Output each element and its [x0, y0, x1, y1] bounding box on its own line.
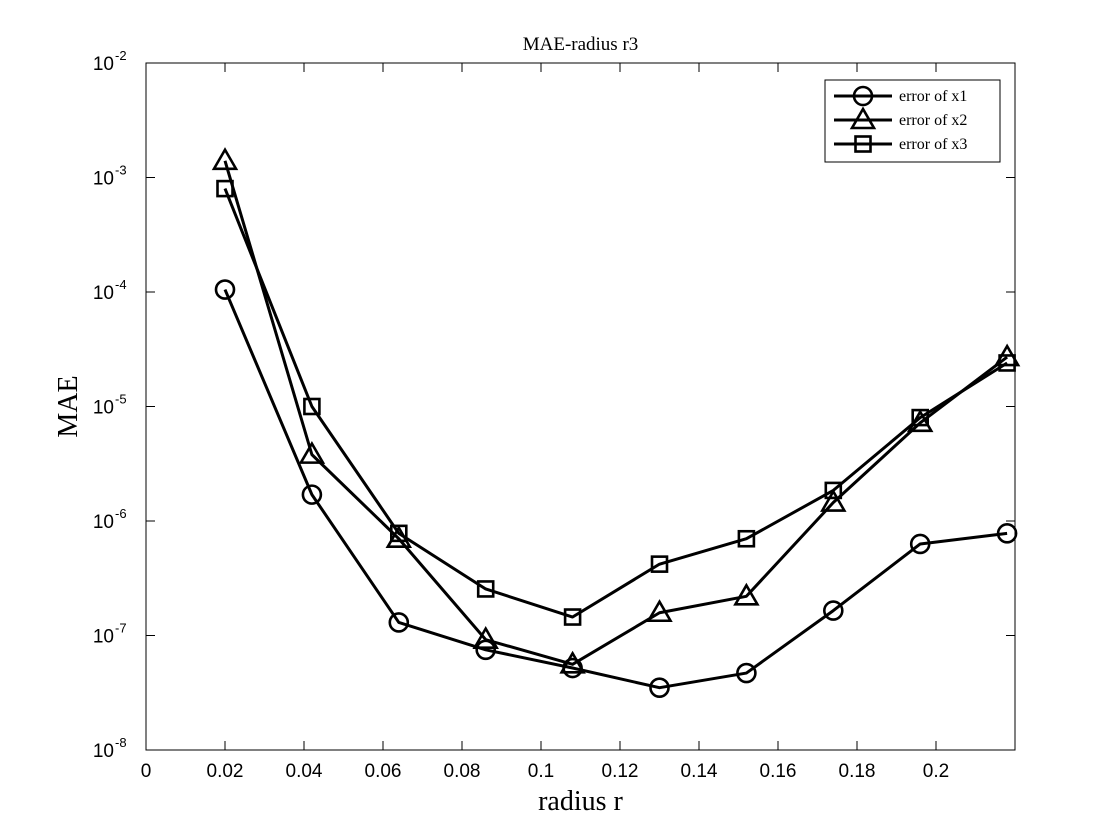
- x-tick-label: 0.04: [286, 761, 323, 782]
- y-tick-exponent: -4: [115, 277, 127, 292]
- series-3-point: [476, 580, 495, 598]
- series-2: [211, 147, 1021, 674]
- x-tick-label: 0.2: [923, 761, 949, 782]
- y-tick-exponent: -5: [115, 392, 127, 407]
- series-3-point: [216, 179, 234, 198]
- y-tick-base: 10: [93, 54, 114, 75]
- y-tick-base: 10: [93, 169, 114, 190]
- series-2-point: [559, 650, 586, 674]
- y-tick-label: 10 -8: [93, 735, 127, 762]
- legend-item: error of x2: [834, 106, 967, 130]
- series-3-point: [650, 555, 669, 573]
- y-tick-label: 10 -7: [93, 621, 127, 648]
- x-tick-label: 0.14: [681, 761, 718, 782]
- y-tick-base: 10: [93, 741, 114, 762]
- y-tick-exponent: -8: [115, 735, 127, 750]
- ticks-layer: 0 0.02 0.04 0.06 0.08 0.1 0.12 0.14 0.16 0.18 0.2 1…: [93, 48, 1015, 782]
- x-tick-label: 0.06: [365, 761, 402, 782]
- series-3-point: [389, 524, 408, 543]
- series-2-point: [820, 488, 847, 512]
- series-1-point: [649, 677, 670, 699]
- legend-item: error of x3: [834, 135, 967, 153]
- series-layer: [211, 147, 1021, 699]
- x-tick-label: 0.12: [602, 761, 639, 782]
- series-3-point: [737, 529, 756, 548]
- y-tick-base: 10: [93, 512, 114, 533]
- x-tick-label: 0.16: [760, 761, 797, 782]
- series-1: [214, 279, 1018, 699]
- y-tick-label: 10 -2: [93, 48, 127, 75]
- legend-item: error of x1: [834, 85, 967, 107]
- series-2-point: [646, 599, 673, 623]
- series-3-line: [223, 188, 1008, 619]
- series-2-point: [472, 626, 499, 649]
- series-2-point: [733, 582, 760, 606]
- series-1-point: [909, 533, 931, 555]
- legend-label: error of x3: [899, 136, 967, 153]
- x-tick-label: 0.02: [207, 761, 244, 782]
- series-1-point: [301, 484, 323, 505]
- y-tick-exponent: -7: [115, 621, 127, 636]
- series-3: [216, 179, 1016, 626]
- y-tick-label: 10 -5: [93, 392, 127, 419]
- legend-label: error of x2: [899, 112, 967, 129]
- series-3-point: [824, 481, 843, 500]
- legend-marker: [849, 106, 877, 130]
- y-tick-exponent: -2: [115, 48, 127, 63]
- y-tick-base: 10: [93, 283, 114, 304]
- series-3-point: [303, 397, 321, 416]
- series-1-point: [822, 600, 844, 621]
- series-1-point: [736, 662, 757, 684]
- x-tick-label: 0.08: [444, 761, 481, 782]
- y-tick-label: 10 -4: [93, 277, 127, 304]
- series-1-line: [223, 288, 1008, 690]
- legend-marker: [852, 85, 874, 107]
- series-1-point: [214, 279, 236, 300]
- x-tick-label: 0.1: [528, 761, 554, 782]
- legend: error of x1 error of x2 error of x3: [824, 79, 1001, 163]
- y-tick-exponent: -3: [115, 163, 127, 178]
- series-1-point: [996, 523, 1018, 544]
- y-tick-label: 10 -6: [93, 506, 127, 533]
- chart-title: MAE-radius r3: [523, 34, 639, 55]
- x-tick-label: 0.18: [839, 761, 876, 782]
- series-2-point: [211, 147, 239, 171]
- x-axis-title: radius r: [538, 786, 623, 817]
- y-axis-title: MAE: [53, 375, 84, 437]
- series-2-point: [298, 441, 326, 464]
- y-tick-base: 10: [93, 398, 114, 419]
- series-2-line: [223, 160, 1009, 666]
- legend-label: error of x1: [899, 88, 967, 105]
- y-tick-base: 10: [93, 627, 114, 648]
- x-tick-label: 0: [141, 761, 152, 782]
- legend-marker: [854, 135, 872, 153]
- series-3-point: [563, 608, 582, 626]
- series-1-point: [388, 612, 410, 633]
- y-tick-exponent: -6: [115, 506, 127, 521]
- y-tick-label: 10 -3: [93, 163, 127, 190]
- series-3-point: [911, 408, 930, 427]
